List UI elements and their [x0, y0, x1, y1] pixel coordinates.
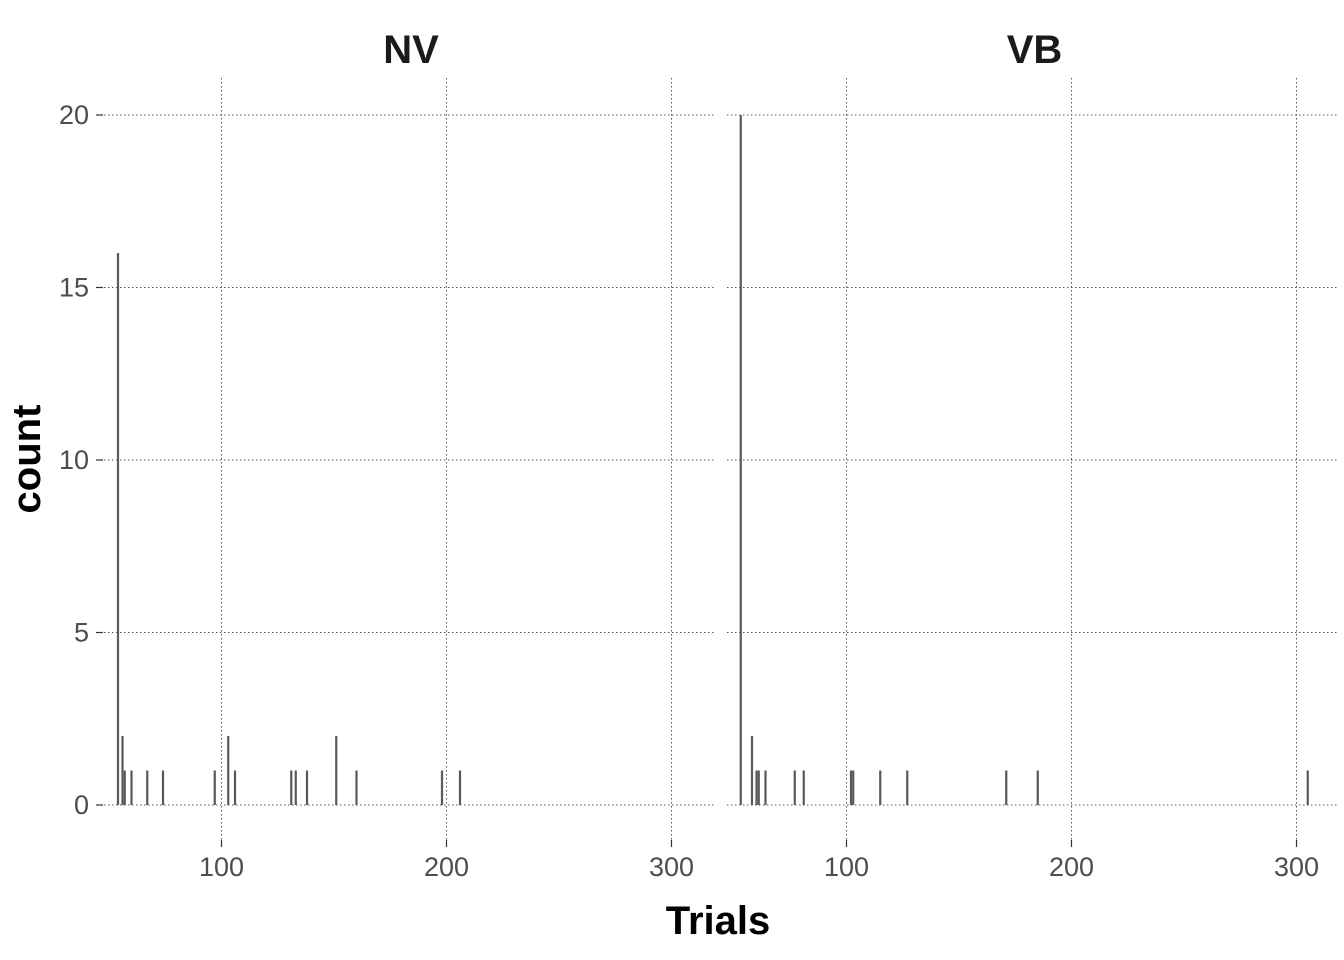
y-axis: 0 5 10 15 20: [59, 100, 103, 820]
histogram-bar: [290, 770, 293, 805]
panel-title: VB: [1007, 28, 1063, 72]
histogram-bar: [440, 770, 444, 805]
x-tick-label: 300: [649, 852, 694, 882]
x-axis-title: Trials: [666, 899, 771, 943]
histogram-bar: [1005, 770, 1008, 805]
x-tick-label: 300: [1274, 852, 1319, 882]
histogram-bar: [764, 770, 767, 805]
histogram-bar: [802, 770, 805, 805]
panel-nv: NV: [104, 28, 714, 840]
histogram-bar: [793, 770, 796, 805]
histogram-bar: [130, 770, 133, 805]
x-tick-label: 200: [1049, 852, 1094, 882]
histogram-bar: [213, 770, 216, 805]
histogram-bar: [227, 736, 230, 805]
histogram-bar: [852, 770, 855, 805]
y-tick-label: 0: [74, 790, 89, 820]
histogram-bar: [879, 770, 882, 805]
histogram-bar: [458, 770, 462, 805]
histogram-bar: [233, 770, 237, 805]
histogram-bar: [305, 770, 309, 805]
panel-vb: VB: [727, 28, 1338, 840]
y-tick-label: 20: [59, 100, 89, 130]
x-axes: 100 200 300 100 200 300: [199, 840, 1319, 882]
histogram-bar: [755, 770, 758, 805]
x-tick-label: 100: [824, 852, 869, 882]
histogram-bar: [121, 736, 124, 805]
histogram-bar: [355, 770, 358, 805]
histogram-bar: [750, 736, 754, 805]
x-tick-label: 100: [199, 852, 244, 882]
panel-title: NV: [383, 28, 439, 72]
y-tick-label: 15: [59, 273, 89, 303]
histogram-bar: [1036, 770, 1039, 805]
histogram-bar: [335, 736, 338, 805]
histogram-bar: [757, 770, 760, 805]
x-tick-label: 200: [424, 852, 469, 882]
histogram-bar: [294, 770, 297, 805]
y-tick-label: 5: [74, 618, 89, 648]
histogram-bar: [116, 253, 120, 805]
y-tick-label: 10: [59, 445, 89, 475]
histogram-bar: [1306, 770, 1309, 805]
histogram-bar: [123, 770, 126, 805]
histogram-bar: [849, 770, 853, 805]
histogram-bar: [906, 770, 909, 805]
y-axis-title: count: [5, 405, 49, 514]
histogram-bar: [146, 770, 149, 805]
histogram-bar: [161, 770, 165, 805]
histogram-bar: [739, 115, 742, 805]
